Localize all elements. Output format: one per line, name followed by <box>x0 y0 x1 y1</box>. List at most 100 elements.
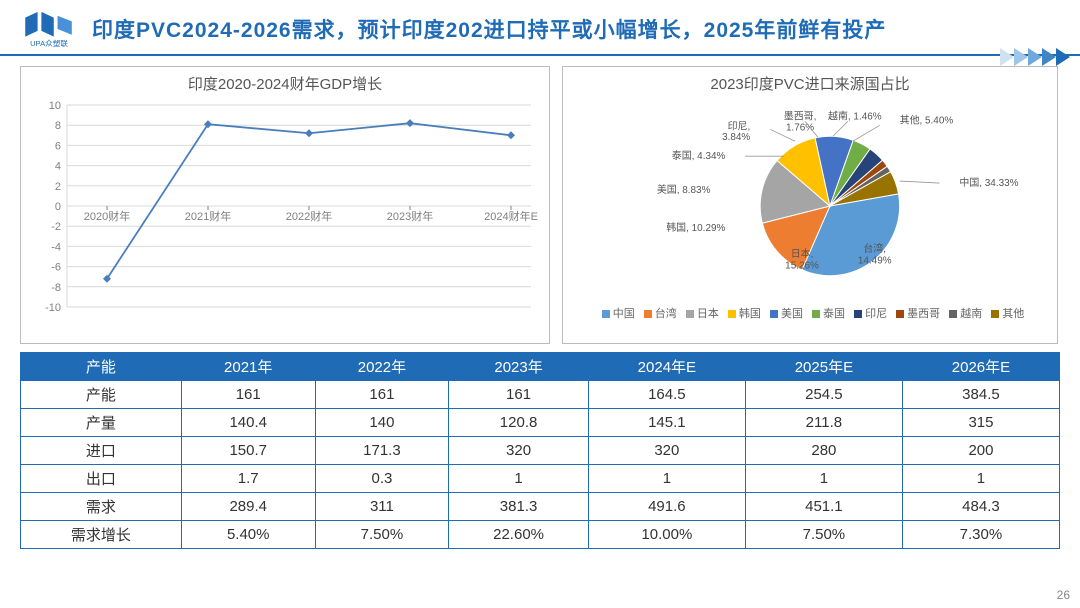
table-cell: 5.40% <box>181 521 315 549</box>
table-cell: 211.8 <box>745 409 902 437</box>
table-cell: 1 <box>588 465 745 493</box>
charts-row: 印度2020-2024财年GDP增长 -10 -8 -6 -4 -2 0 2 4 6 8 10 202… <box>0 56 1080 352</box>
table-cell: 320 <box>588 437 745 465</box>
table-cell: 产能 <box>21 381 182 409</box>
svg-text:台湾,: 台湾, <box>863 241 886 254</box>
table-header: 2024年E <box>588 353 745 381</box>
svg-text:UPA众塑联: UPA众塑联 <box>30 39 68 48</box>
table-row: 出口1.70.31111 <box>21 465 1060 493</box>
table-header: 2025年E <box>745 353 902 381</box>
svg-text:墨西哥,: 墨西哥, <box>784 110 817 122</box>
table-cell: 315 <box>902 409 1059 437</box>
table-cell: 161 <box>181 381 315 409</box>
table-header: 2022年 <box>315 353 449 381</box>
table-cell: 22.60% <box>449 521 589 549</box>
table-cell: 311 <box>315 493 449 521</box>
table-header: 2023年 <box>449 353 589 381</box>
svg-text:2023财年: 2023财年 <box>387 209 433 223</box>
svg-text:15.26%: 15.26% <box>785 260 819 271</box>
data-table-wrap: 产能2021年2022年2023年2024年E2025年E2026年E产能161… <box>0 352 1080 549</box>
table-cell: 120.8 <box>449 409 589 437</box>
svg-text:2020财年: 2020财年 <box>84 209 130 223</box>
pvc-pie-chart: 2023印度PVC进口来源国占比 中国, 34.33% 台湾,14.49% 日本,1… <box>562 66 1058 344</box>
svg-text:2021财年: 2021财年 <box>185 209 231 223</box>
table-cell: 产量 <box>21 409 182 437</box>
table-cell: 需求 <box>21 493 182 521</box>
svg-text:-4: -4 <box>51 241 61 253</box>
pie-chart-svg: 中国, 34.33% 台湾,14.49% 日本,15.26% 韩国, 10.29% 美国… <box>571 101 1049 301</box>
svg-text:-8: -8 <box>51 282 61 294</box>
table-cell: 491.6 <box>588 493 745 521</box>
table-cell: 161 <box>315 381 449 409</box>
svg-text:中国, 34.33%: 中国, 34.33% <box>959 176 1018 189</box>
table-cell: 1 <box>745 465 902 493</box>
table-row: 进口150.7171.3320320280200 <box>21 437 1060 465</box>
table-cell: 200 <box>902 437 1059 465</box>
svg-text:3.84%: 3.84% <box>722 132 750 143</box>
table-cell: 484.3 <box>902 493 1059 521</box>
table-cell: 451.1 <box>745 493 902 521</box>
table-header: 2021年 <box>181 353 315 381</box>
table-header: 产能 <box>21 353 182 381</box>
svg-text:日本,: 日本, <box>791 246 814 259</box>
table-cell: 384.5 <box>902 381 1059 409</box>
table-cell: 171.3 <box>315 437 449 465</box>
svg-text:美国, 8.83%: 美国, 8.83% <box>657 183 711 196</box>
table-cell: 320 <box>449 437 589 465</box>
header-arrows-decoration <box>1000 48 1080 66</box>
svg-text:其他, 5.40%: 其他, 5.40% <box>900 113 954 126</box>
pie-chart-title: 2023印度PVC进口来源国占比 <box>571 73 1049 94</box>
table-cell: 需求增长 <box>21 521 182 549</box>
svg-text:-2: -2 <box>51 221 61 233</box>
table-row: 产量140.4140120.8145.1211.8315 <box>21 409 1060 437</box>
table-cell: 进口 <box>21 437 182 465</box>
table-cell: 145.1 <box>588 409 745 437</box>
table-cell: 150.7 <box>181 437 315 465</box>
svg-text:4: 4 <box>55 161 61 173</box>
svg-text:6: 6 <box>55 140 61 152</box>
table-cell: 7.50% <box>745 521 902 549</box>
table-cell: 381.3 <box>449 493 589 521</box>
svg-text:-10: -10 <box>45 302 61 314</box>
table-cell: 140.4 <box>181 409 315 437</box>
table-cell: 1 <box>902 465 1059 493</box>
pie-legend: 中国 台湾 日本 韩国 美国 泰国 印尼 墨西哥 越南 其他 <box>571 303 1049 321</box>
table-cell: 289.4 <box>181 493 315 521</box>
table-cell: 0.3 <box>315 465 449 493</box>
page-number: 26 <box>1057 588 1070 602</box>
table-cell: 1.7 <box>181 465 315 493</box>
svg-text:韩国, 10.29%: 韩国, 10.29% <box>666 220 725 233</box>
table-cell: 1 <box>449 465 589 493</box>
table-row: 需求增长5.40%7.50%22.60%10.00%7.50%7.30% <box>21 521 1060 549</box>
table-header: 2026年E <box>902 353 1059 381</box>
table-cell: 164.5 <box>588 381 745 409</box>
svg-text:8: 8 <box>55 120 61 132</box>
table-row: 产能161161161164.5254.5384.5 <box>21 381 1060 409</box>
svg-text:印尼,: 印尼, <box>728 120 751 132</box>
svg-text:2: 2 <box>55 181 61 193</box>
upa-logo: UPA众塑联 <box>20 10 78 48</box>
table-cell: 7.30% <box>902 521 1059 549</box>
svg-text:0: 0 <box>55 201 61 213</box>
svg-text:泰国, 4.34%: 泰国, 4.34% <box>672 149 726 162</box>
line-chart-title: 印度2020-2024财年GDP增长 <box>29 73 541 94</box>
gdp-line-chart: 印度2020-2024财年GDP增长 -10 -8 -6 -4 -2 0 2 4 6 8 10 202… <box>20 66 550 344</box>
table-cell: 140 <box>315 409 449 437</box>
svg-text:10: 10 <box>49 100 61 112</box>
table-cell: 161 <box>449 381 589 409</box>
svg-text:2022财年: 2022财年 <box>286 209 332 223</box>
svg-text:2024财年E: 2024财年E <box>484 209 538 223</box>
table-cell: 280 <box>745 437 902 465</box>
svg-text:-6: -6 <box>51 262 61 274</box>
slide-header: UPA众塑联 印度PVC2024-2026需求，预计印度202进口持平或小幅增长… <box>0 0 1080 56</box>
svg-text:越南, 1.46%: 越南, 1.46% <box>828 109 882 122</box>
table-cell: 254.5 <box>745 381 902 409</box>
data-table: 产能2021年2022年2023年2024年E2025年E2026年E产能161… <box>20 352 1060 549</box>
svg-text:14.49%: 14.49% <box>858 255 892 266</box>
table-cell: 10.00% <box>588 521 745 549</box>
table-cell: 出口 <box>21 465 182 493</box>
page-title: 印度PVC2024-2026需求，预计印度202进口持平或小幅增长，2025年前… <box>92 14 886 44</box>
table-row: 需求289.4311381.3491.6451.1484.3 <box>21 493 1060 521</box>
line-chart-svg: -10 -8 -6 -4 -2 0 2 4 6 8 10 2020财年 2021财年 2022财年 2023… <box>29 98 541 328</box>
table-cell: 7.50% <box>315 521 449 549</box>
